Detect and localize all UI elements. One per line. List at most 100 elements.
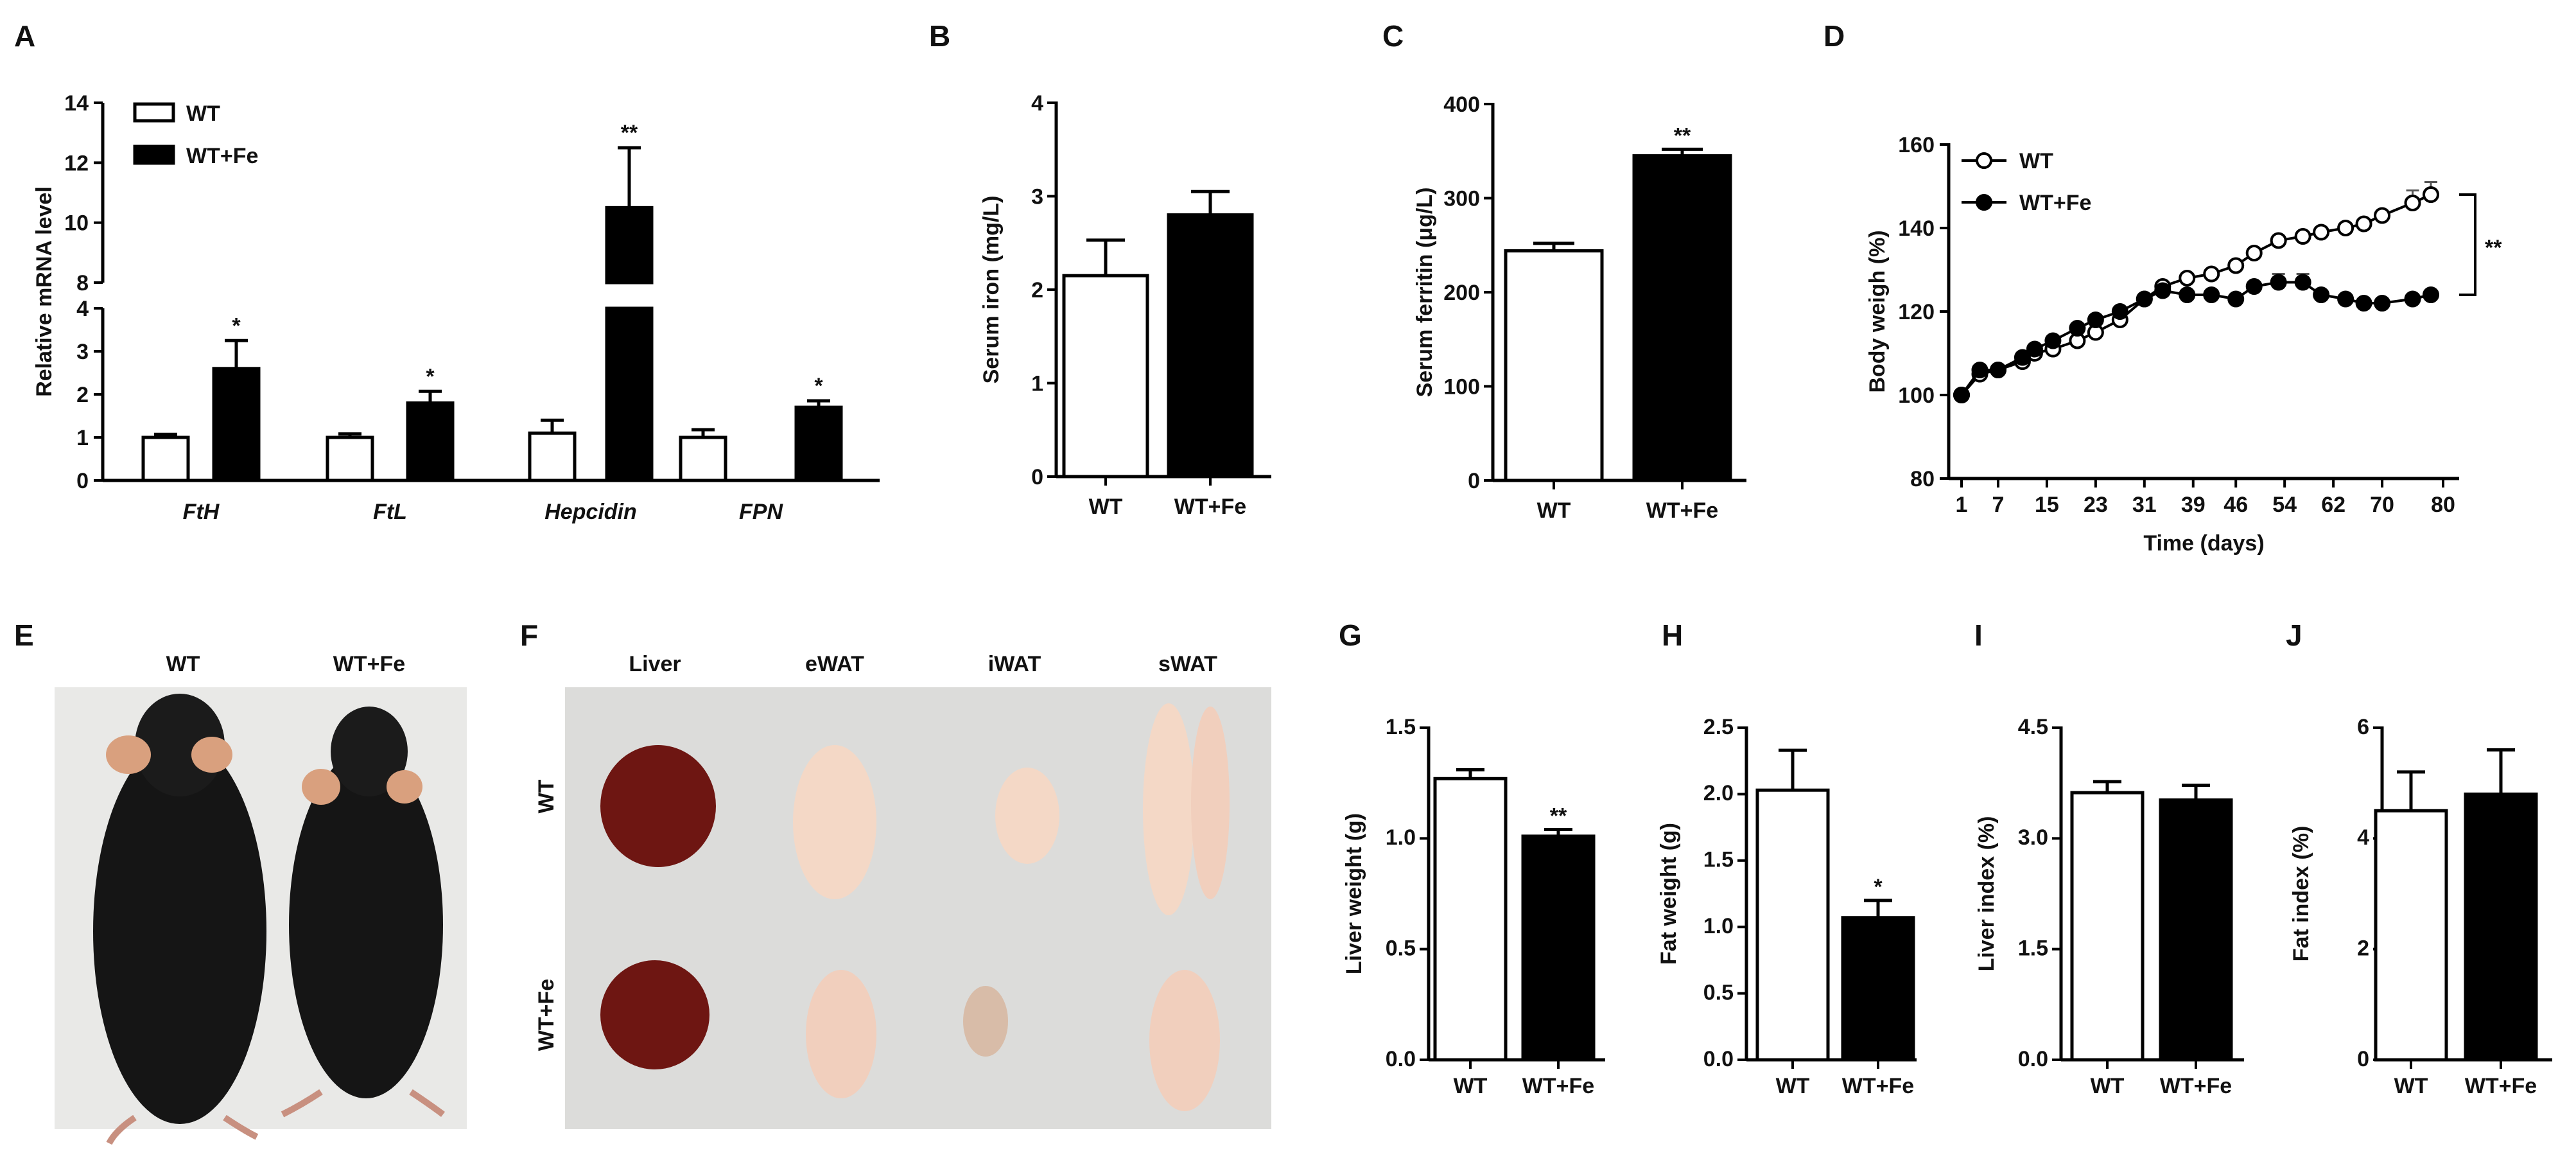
- data-point: [2154, 282, 2171, 299]
- y-tick-label: 1.0: [1703, 914, 1734, 938]
- swat-wt-right: [1191, 707, 1230, 899]
- bar-wt-fe: [2159, 798, 2233, 1062]
- x-category-label: Hepcidin: [544, 500, 637, 524]
- photo-e-mice: WT WT+Fe: [55, 652, 467, 1145]
- mouse-wt: [93, 694, 266, 1145]
- bar-fth-wt: [141, 435, 190, 482]
- significance-bracket: [2459, 193, 2476, 296]
- photo-f-row-wtfe: WT+Fe: [534, 979, 559, 1051]
- panel-label-i: I: [1974, 619, 1983, 652]
- data-point: [2014, 349, 2031, 366]
- significance-mark: **: [1674, 123, 1691, 148]
- y-tick-label: 0: [1031, 465, 1043, 489]
- data-point: [2374, 207, 2391, 224]
- data-point: [2423, 186, 2440, 203]
- data-point: [2044, 332, 2062, 349]
- y-tick-label: 120: [1898, 300, 1935, 324]
- bar-wt-fe: [1632, 154, 1732, 482]
- x-tick-label: 70: [2370, 493, 2394, 517]
- chart-g: 0.0 0.5 1.0 1.5 Liver weight (g) WT WT+Fe **: [1342, 715, 1605, 1098]
- y-tick-label: 2: [1031, 278, 1043, 303]
- y-tick-label: 0.0: [1386, 1047, 1416, 1071]
- y-tick-label: 1: [1031, 371, 1043, 396]
- y-tick-label: 12: [64, 151, 89, 175]
- y-tick-label: 4: [76, 297, 89, 321]
- bar-ftl-wt: [326, 435, 374, 482]
- legend-marker-wtfe: [1976, 194, 1992, 211]
- x-tick-label: WT+Fe: [2465, 1074, 2537, 1098]
- x-tick-label: WT+Fe: [1646, 498, 1718, 523]
- bar-wt-fe: [1521, 834, 1596, 1062]
- significance-mark: *: [426, 364, 435, 389]
- x-tick-label: WT: [2394, 1074, 2428, 1098]
- data-point: [2374, 295, 2391, 312]
- bar-hepcidin-wt-fe-upper: [605, 206, 654, 285]
- data-point: [2270, 274, 2287, 291]
- data-point: [2227, 290, 2245, 308]
- panel-label-h: H: [1662, 619, 1683, 652]
- bar-wt-fe: [2464, 792, 2538, 1062]
- data-point: [2136, 290, 2153, 308]
- data-point: [2203, 286, 2220, 303]
- legend-d: WT WT+Fe: [1962, 149, 2091, 215]
- significance-mark: *: [1874, 875, 1883, 899]
- y-tick-label: 200: [1443, 281, 1480, 305]
- iwat-wt: [995, 768, 1059, 864]
- y-tick-label: 1.5: [2018, 936, 2048, 960]
- y-tick-label: 8: [76, 271, 89, 295]
- data-point: [1989, 362, 2006, 378]
- x-tick-label: WT: [1454, 1074, 1488, 1098]
- y-axis-title: Serum ferritin (μg/L): [1413, 188, 1437, 398]
- y-tick-label: 1: [76, 426, 89, 450]
- data-point: [2337, 220, 2354, 236]
- panel-label-j: J: [2286, 619, 2302, 652]
- legend-label-wt: WT: [2019, 149, 2053, 173]
- photo-f-col-liver: Liver: [629, 652, 681, 676]
- panel-label-f: F: [520, 619, 538, 652]
- y-tick-label: 2.5: [1703, 715, 1734, 739]
- y-tick-label: 10: [64, 211, 89, 236]
- y-tick-label: 1.0: [1386, 825, 1416, 850]
- y-tick-label: 3: [76, 340, 89, 364]
- photo-f-col-ewat: eWAT: [805, 652, 864, 676]
- data-point: [2423, 286, 2440, 303]
- x-tick-label: WT+Fe: [1174, 495, 1246, 519]
- x-tick-label: WT: [1537, 498, 1571, 523]
- bar-fpn-wt: [679, 435, 727, 482]
- legend-swatch-wtfe: [133, 145, 175, 165]
- y-tick-label: 0.0: [2018, 1047, 2048, 1071]
- ewat-wt: [793, 745, 876, 899]
- panel-label-a: A: [14, 19, 35, 53]
- ewat-wtfe: [806, 970, 876, 1098]
- y-tick-label: 4.5: [2018, 715, 2048, 739]
- data-point: [2294, 228, 2311, 245]
- y-tick-label: 300: [1443, 186, 1480, 211]
- x-tick-label: 7: [1992, 493, 2005, 517]
- iwat-wtfe: [963, 986, 1008, 1057]
- data-point: [2179, 270, 2196, 286]
- data-point: [1953, 387, 1970, 403]
- y-tick-label: 2.0: [1703, 781, 1734, 805]
- data-point: [2337, 290, 2354, 308]
- y-tick-label: 100: [1443, 374, 1480, 399]
- data-point: [2245, 245, 2263, 261]
- data-point: [2026, 340, 2043, 358]
- y-tick-label: 0: [2357, 1047, 2369, 1071]
- swat-wt-left: [1143, 703, 1194, 915]
- significance-mark: *: [232, 313, 241, 338]
- x-tick-label: 54: [2272, 493, 2297, 517]
- panel-label-e: E: [14, 619, 34, 652]
- y-tick-label: 2: [76, 383, 89, 407]
- x-tick-label: 62: [2321, 493, 2345, 517]
- panel-label-b: B: [929, 19, 950, 53]
- mouse-wtfe: [281, 707, 445, 1118]
- data-point: [2179, 286, 2196, 303]
- y-tick-label: 3.0: [2018, 825, 2048, 850]
- data-point: [2404, 290, 2421, 308]
- y-tick-label: 0: [1468, 469, 1480, 493]
- y-axis-title: Serum iron (mg/L): [979, 196, 1004, 384]
- liver-wtfe: [600, 960, 709, 1069]
- chart-h: 0.0 0.5 1.0 1.5 2.0 2.5 Fat weight (g) WT WT+Fe *: [1657, 715, 1917, 1098]
